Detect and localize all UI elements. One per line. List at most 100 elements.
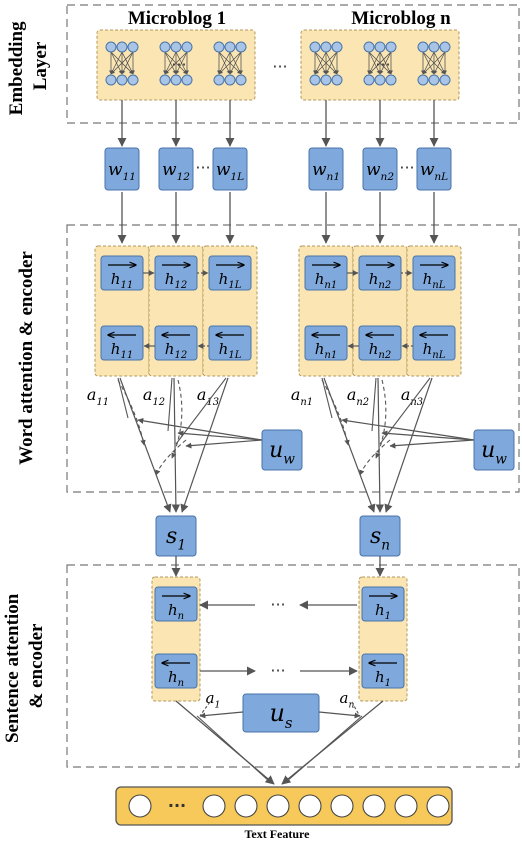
sentence-label: sn — [370, 524, 390, 554]
embedding-node — [159, 41, 171, 53]
sentence-attention-label: Sentence attention & encoder — [2, 589, 47, 743]
word-box-right-1: wn2 — [362, 147, 398, 191]
context-word-label: uw — [269, 438, 295, 468]
hidden-label: hn — [168, 668, 184, 689]
word-box-left-0: w11 — [104, 147, 140, 191]
embedding-node — [385, 41, 397, 53]
embedding-node — [309, 74, 321, 86]
svg-text:···: ··· — [375, 55, 390, 74]
word-label: wn1 — [312, 160, 340, 183]
embedding-node — [224, 41, 236, 53]
embedding-node — [170, 41, 182, 53]
encoder-column-left-0: h11 h11 — [94, 245, 150, 377]
embedding-node — [363, 41, 375, 53]
hidden-label: h11 — [111, 270, 133, 291]
svg-text:···: ··· — [168, 796, 186, 815]
embedding-node — [320, 41, 332, 53]
context-vector-us: us — [242, 693, 320, 733]
word-box-left-2: w1L — [212, 147, 248, 191]
hidden-label: hn — [168, 601, 184, 622]
text-feature-label: Text Feature — [245, 827, 311, 841]
word-attention-label: a12 — [143, 385, 165, 408]
sentence-vectors: s1 sn — [155, 515, 401, 577]
hidden-label: hn2 — [369, 340, 391, 361]
embedding-node — [385, 74, 397, 86]
hidden-label: hn1 — [315, 340, 337, 361]
embedding-node — [331, 74, 343, 86]
sentence-vector-left: s1 — [155, 515, 197, 557]
word-embeddings: w11 w12 w1L ··· wn1 wn2 wnL ··· — [104, 147, 452, 191]
embedding-panel-n: ··· — [300, 29, 460, 101]
sentence-encoder-column-left: hn hn — [151, 576, 201, 702]
word-attention-label: an1 — [291, 385, 313, 408]
embedding-node — [439, 41, 451, 53]
feature-node — [362, 794, 386, 818]
embedding-node — [105, 74, 117, 86]
embedding-node — [127, 41, 139, 53]
embedding-node — [105, 41, 117, 53]
encoder-column-left-1: h12 h12 — [148, 245, 204, 377]
embedding-node — [235, 74, 247, 86]
embedding-node — [331, 41, 343, 53]
embedding-panel-1: ··· — [96, 29, 256, 101]
embedding-node — [363, 74, 375, 86]
context-word-label: uw — [481, 438, 507, 468]
embedding-node — [213, 74, 225, 86]
sentence-attention-section: Sentence attention & encoder — [2, 564, 520, 768]
word-box-right-2: wnL — [416, 147, 452, 191]
hidden-label: hn1 — [315, 270, 337, 291]
microblog-n-title: Microblog n — [351, 8, 451, 29]
hidden-label: h12 — [165, 340, 187, 361]
encoder-column-right-2: hnL hnL — [406, 245, 462, 377]
feature-node — [394, 794, 418, 818]
word-box-left-1: w12 — [158, 147, 194, 191]
embedding-node — [374, 41, 386, 53]
encoder-column-left-2: h1L h1L — [202, 245, 258, 377]
word-box-right-0: wn1 — [308, 147, 344, 191]
word-attention-label: an3 — [401, 385, 423, 408]
word-label: w11 — [108, 160, 136, 183]
embedding-node — [116, 74, 128, 86]
embedding-node — [309, 41, 321, 53]
hidden-label: hn2 — [369, 270, 391, 291]
hidden-label: h1 — [375, 601, 391, 622]
svg-text:···: ··· — [399, 158, 414, 177]
embedding-node — [428, 41, 440, 53]
sentence-vector-right: sn — [359, 515, 401, 557]
sentence-encoder-column-right: h1 h1 — [358, 576, 408, 702]
embedding-node — [181, 41, 193, 53]
sentence-attention-label: a1 — [206, 689, 221, 711]
embedding-node — [213, 41, 225, 53]
feature-node — [426, 794, 450, 818]
word-attention-label: Word attention & encoder — [16, 251, 37, 465]
sentence-attention-label: an — [340, 689, 355, 711]
word-encoder-columns: h11 h11 h12 h12 h1L h1L hn1 hn1 hn2 hn2 hnL hnL — [94, 245, 462, 377]
embedding-node — [159, 74, 171, 86]
word-label: w1L — [216, 160, 244, 183]
feature-node — [234, 794, 258, 818]
text-feature-vector: ··· — [115, 786, 453, 826]
embedding-node — [439, 74, 451, 86]
embedding-ellipsis: ··· — [272, 57, 287, 76]
embedding-node — [224, 74, 236, 86]
hidden-label: h1 — [375, 668, 391, 689]
context-vector-uw-left: uw — [261, 429, 303, 471]
embedding-label: Embedding Layer — [6, 17, 51, 116]
embedding-word-arrows — [117, 100, 439, 244]
word-attention-label: an2 — [347, 385, 369, 408]
word-label: wnL — [420, 160, 448, 183]
word-attention-section: Word attention & encoder — [16, 224, 520, 493]
embedding-node — [320, 74, 332, 86]
feature-node — [330, 794, 354, 818]
word-label: w12 — [162, 160, 190, 183]
feature-node — [266, 794, 290, 818]
word-attention-label: a13 — [197, 385, 219, 408]
encoder-column-right-1: hn2 hn2 — [352, 245, 408, 377]
microblog-1-title: Microblog 1 — [128, 8, 226, 29]
embedding-section: Embedding Layer — [6, 4, 520, 124]
sentence-label: s1 — [166, 524, 186, 554]
feature-node — [128, 794, 152, 818]
hidden-label: h1L — [219, 340, 242, 361]
svg-text:···: ··· — [270, 595, 285, 614]
word-label: wn2 — [366, 160, 394, 183]
